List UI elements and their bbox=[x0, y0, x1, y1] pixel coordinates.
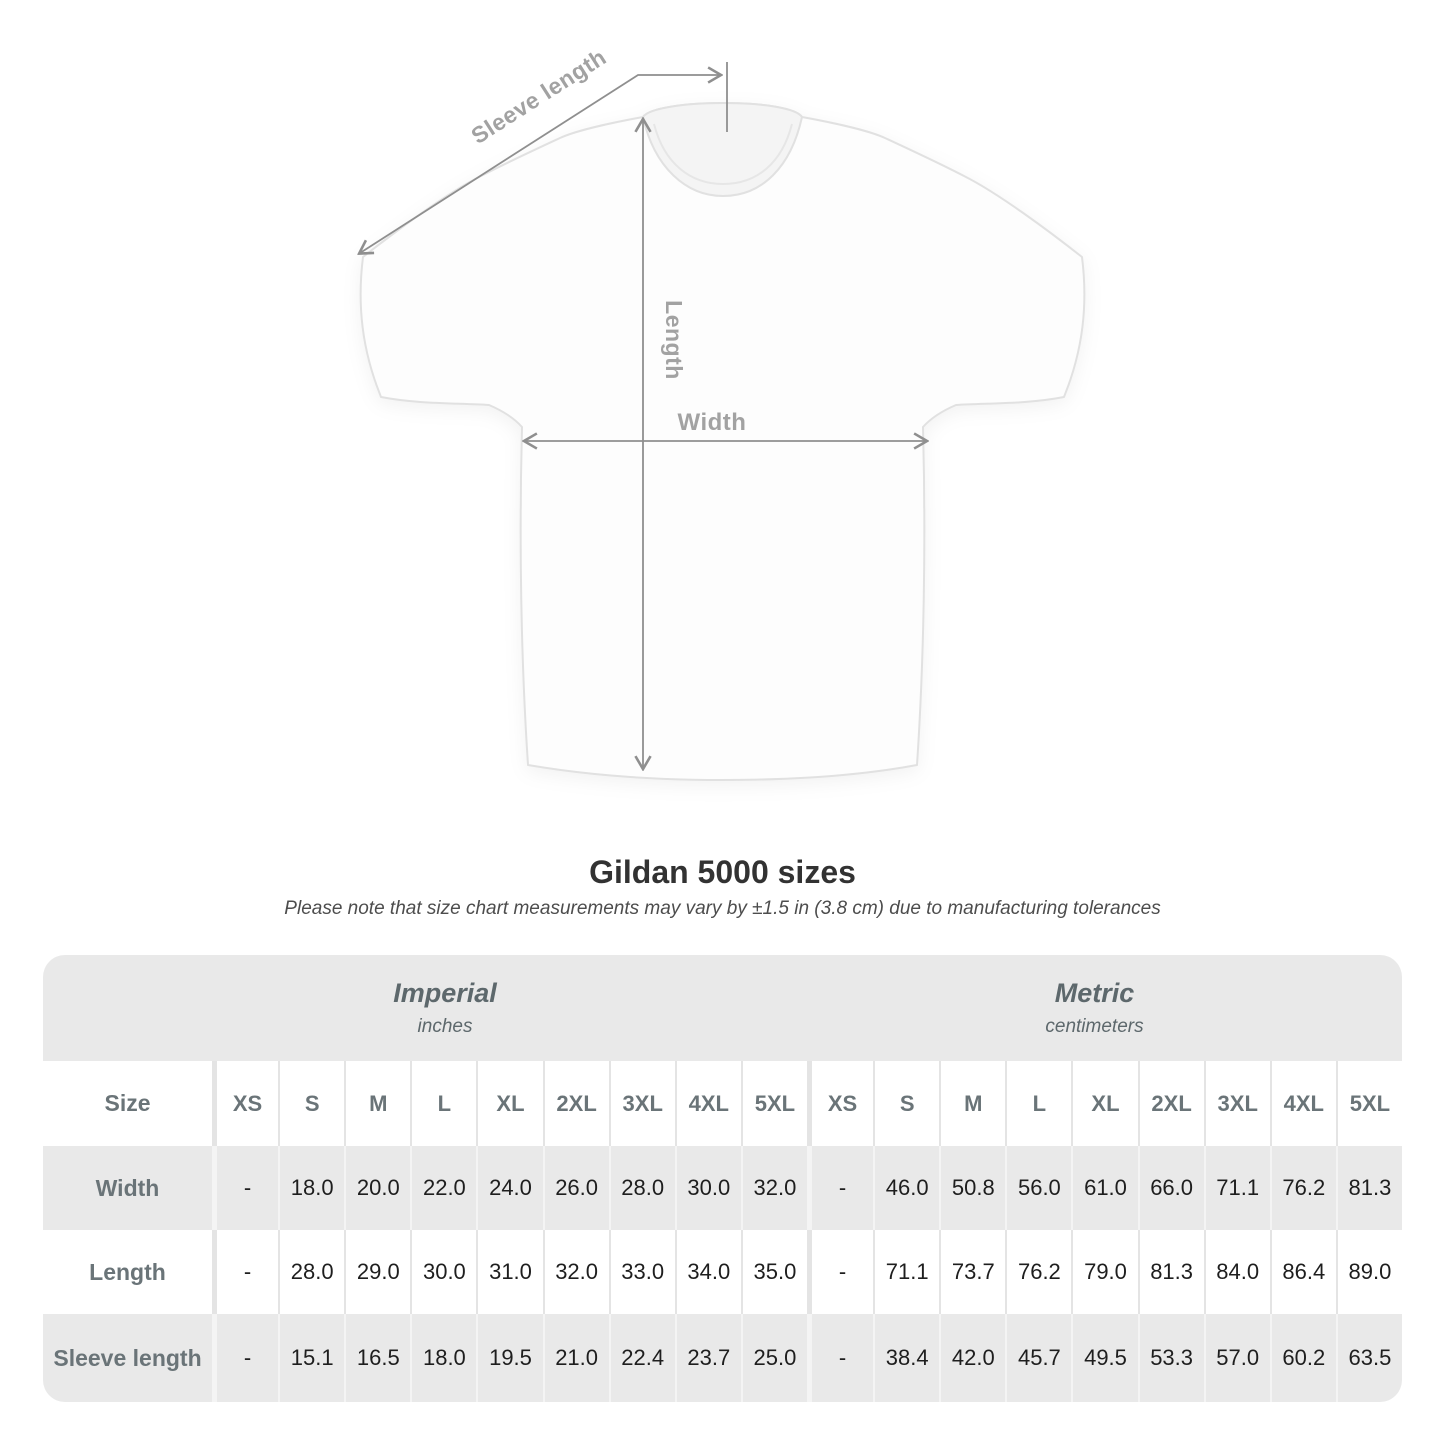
size-header-4xl: 4XL bbox=[1269, 1061, 1336, 1146]
table-cell: 89.0 bbox=[1335, 1230, 1402, 1314]
table-cell: 18.0 bbox=[410, 1314, 477, 1402]
table-cell: 18.0 bbox=[278, 1146, 345, 1230]
sleeve-length-arrow bbox=[360, 75, 720, 253]
table-cell: 32.0 bbox=[542, 1230, 609, 1314]
table-cell: 22.0 bbox=[410, 1146, 477, 1230]
table-cell: 57.0 bbox=[1203, 1314, 1270, 1402]
section-unit: inches bbox=[417, 1016, 473, 1037]
table-cell: 25.0 bbox=[740, 1314, 807, 1402]
table-cell: 26.0 bbox=[542, 1146, 609, 1230]
row-label: Sleeve length bbox=[43, 1314, 212, 1402]
table-cell: 76.2 bbox=[1269, 1146, 1336, 1230]
section-header-imperial: Imperial inches bbox=[43, 955, 807, 1061]
table-cell: 38.4 bbox=[873, 1314, 940, 1402]
table-cell: - bbox=[807, 1314, 874, 1402]
size-header-m: M bbox=[939, 1061, 1006, 1146]
table-cell: 60.2 bbox=[1269, 1314, 1336, 1402]
table-cell: 63.5 bbox=[1335, 1314, 1402, 1402]
table-cell: 42.0 bbox=[939, 1314, 1006, 1402]
table-cell: 45.7 bbox=[1005, 1314, 1072, 1402]
table-cell: 49.5 bbox=[1071, 1314, 1138, 1402]
table-cell: 32.0 bbox=[740, 1146, 807, 1230]
table-cell: 61.0 bbox=[1071, 1146, 1138, 1230]
table-cell: 20.0 bbox=[344, 1146, 411, 1230]
table-cell: 81.3 bbox=[1137, 1230, 1204, 1314]
table-cell: 76.2 bbox=[1005, 1230, 1072, 1314]
table-cell: 71.1 bbox=[873, 1230, 940, 1314]
size-header-4xl: 4XL bbox=[674, 1061, 741, 1146]
size-header-2xl: 2XL bbox=[1137, 1061, 1204, 1146]
table-cell: 46.0 bbox=[873, 1146, 940, 1230]
table-cell: 30.0 bbox=[674, 1146, 741, 1230]
table-cell: 84.0 bbox=[1203, 1230, 1270, 1314]
table-cell: 21.0 bbox=[542, 1314, 609, 1402]
table-cell: 34.0 bbox=[674, 1230, 741, 1314]
size-header-m: M bbox=[344, 1061, 411, 1146]
size-header-2xl: 2XL bbox=[542, 1061, 609, 1146]
table-cell: 30.0 bbox=[410, 1230, 477, 1314]
tolerance-note: Please note that size chart measurements… bbox=[284, 898, 1161, 919]
table-cell: 66.0 bbox=[1137, 1146, 1204, 1230]
table-cell: - bbox=[212, 1230, 279, 1314]
table-cell: 23.7 bbox=[674, 1314, 741, 1402]
size-header-xs: XS bbox=[807, 1061, 874, 1146]
table-cell: - bbox=[807, 1146, 874, 1230]
size-header-xs: XS bbox=[212, 1061, 279, 1146]
tshirt-measurement-diagram: Sleeve length Length Width bbox=[0, 44, 1086, 781]
table-cell: 81.3 bbox=[1335, 1146, 1402, 1230]
page-title: Gildan 5000 sizes bbox=[589, 854, 856, 890]
size-header-3xl: 3XL bbox=[1203, 1061, 1270, 1146]
table-cell: 73.7 bbox=[939, 1230, 1006, 1314]
size-header-l: L bbox=[1005, 1061, 1072, 1146]
size-header-s: S bbox=[873, 1061, 940, 1146]
size-header-xl: XL bbox=[476, 1061, 543, 1146]
section-header-metric: Metric centimeters bbox=[807, 955, 1402, 1061]
size-header-l: L bbox=[410, 1061, 477, 1146]
table-cell: 71.1 bbox=[1203, 1146, 1270, 1230]
section-title: Metric bbox=[1054, 978, 1135, 1008]
length-label: Length bbox=[661, 300, 687, 380]
size-table: Imperial inches Metric centimeters Size XS S M L… bbox=[43, 955, 1402, 1402]
table-cell: 50.8 bbox=[939, 1146, 1006, 1230]
table-cell: 33.0 bbox=[608, 1230, 675, 1314]
table-cell: 86.4 bbox=[1269, 1230, 1336, 1314]
row-label: Length bbox=[43, 1230, 212, 1314]
table-cell: 28.0 bbox=[278, 1230, 345, 1314]
table-cell: 24.0 bbox=[476, 1146, 543, 1230]
table-cell: 22.4 bbox=[608, 1314, 675, 1402]
row-label: Width bbox=[43, 1146, 212, 1230]
table-cell: 31.0 bbox=[476, 1230, 543, 1314]
section-unit: centimeters bbox=[1045, 1016, 1144, 1037]
size-header-5xl: 5XL bbox=[1335, 1061, 1402, 1146]
table-cell: 15.1 bbox=[278, 1314, 345, 1402]
size-header-5xl: 5XL bbox=[740, 1061, 807, 1146]
size-header-s: S bbox=[278, 1061, 345, 1146]
table-cell: 79.0 bbox=[1071, 1230, 1138, 1314]
table-cell: - bbox=[212, 1146, 279, 1230]
table-cell: 19.5 bbox=[476, 1314, 543, 1402]
section-title: Imperial bbox=[393, 978, 497, 1008]
table-cell: 53.3 bbox=[1137, 1314, 1204, 1402]
table-cell: 16.5 bbox=[344, 1314, 411, 1402]
table-cell: 29.0 bbox=[344, 1230, 411, 1314]
size-header-xl: XL bbox=[1071, 1061, 1138, 1146]
table-cell: 56.0 bbox=[1005, 1146, 1072, 1230]
size-column-header: Size bbox=[43, 1061, 212, 1146]
table-cell: 28.0 bbox=[608, 1146, 675, 1230]
table-cell: - bbox=[807, 1230, 874, 1314]
table-cell: 35.0 bbox=[740, 1230, 807, 1314]
size-header-3xl: 3XL bbox=[608, 1061, 675, 1146]
table-cell: - bbox=[212, 1314, 279, 1402]
width-label: Width bbox=[678, 409, 747, 436]
